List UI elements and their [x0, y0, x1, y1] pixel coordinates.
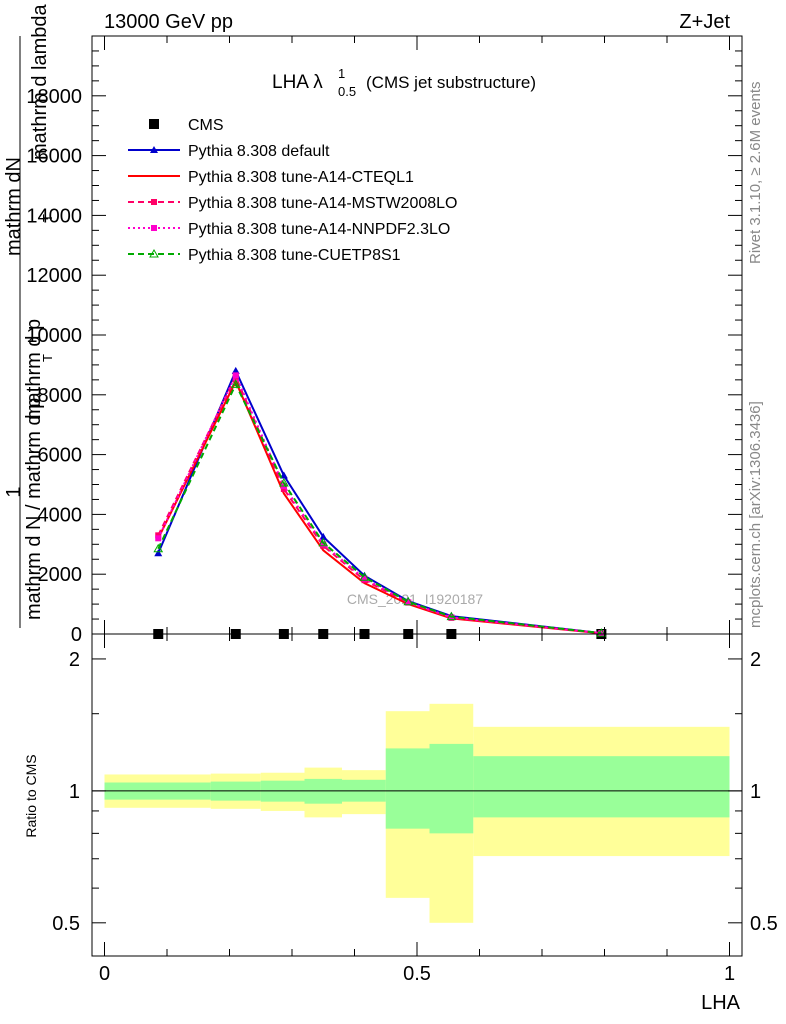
legend-entry-1: Pythia 8.308 default — [128, 143, 330, 160]
ratio-y-tick-label-right-1: 1 — [750, 781, 761, 803]
upper-y-tick-label-2: 4000 — [38, 504, 83, 526]
ylabel-subscript-t2: T — [40, 214, 55, 222]
upper-y-tick-label-1: 2000 — [38, 564, 83, 586]
plot-title-sub: 0.5 — [338, 84, 356, 99]
ratio-y-axis-label: Ratio to CMS — [23, 754, 39, 837]
series-5-point-1 — [230, 379, 241, 388]
legend-label-4: Pythia 8.308 tune-A14-NNPDF2.3LO — [188, 221, 450, 238]
upper-y-tick-label-4: 8000 — [38, 385, 83, 407]
legend-marker-1 — [150, 146, 158, 153]
ylabel-numerator-1: 1 — [3, 486, 25, 497]
ratio-inner-band-7 — [473, 756, 730, 818]
legend-marker-5 — [149, 248, 159, 258]
series-2-line — [157, 378, 602, 635]
upper-y-tick-label-5: 10000 — [26, 325, 82, 347]
series-4-point-3 — [320, 541, 327, 548]
series-4-point-5 — [405, 599, 412, 606]
legend: CMS Pythia 8.308 default Pythia 8.308 tune… — [128, 117, 457, 264]
side-text-bottom: mcplots.cern.ch [arXiv:1306.3436] — [747, 401, 764, 628]
ylabel-subscript-t1: T — [40, 354, 55, 362]
legend-entry-2: Pythia 8.308 tune-A14-CTEQL1 — [128, 169, 414, 186]
series-5-point-4 — [359, 572, 370, 581]
legend-entry-4: Pythia 8.308 tune-A14-NNPDF2.3LO — [128, 221, 450, 238]
ylabel-denominator-1: mathrm d N / mathrm d p — [23, 398, 45, 620]
series-5-point-6 — [446, 611, 457, 621]
series-5-line — [157, 382, 602, 635]
upper-plot-axes: 0 2000 4000 6000 8000 10000 12000 14000 16000 180… — [26, 35, 743, 646]
plot-title: LHA λ 1 0.5 (CMS jet substructure) — [272, 66, 536, 99]
series-4-line — [157, 372, 602, 635]
upper-y-tick-label-9: 18000 — [26, 86, 82, 108]
x-tick-label-0: 0 — [99, 963, 110, 985]
ylabel-denominator-3: mathrm d lambda — [29, 4, 51, 160]
upper-y-tick-label-8: 16000 — [26, 146, 82, 168]
series-1-point-1 — [231, 366, 240, 374]
series-4-point-0 — [155, 535, 162, 542]
x-axis-label: LHA — [701, 992, 741, 1014]
ratio-plot-bands — [92, 703, 742, 923]
ratio-inner-band-5 — [385, 748, 430, 829]
x-tick-label-2: 1 — [724, 963, 735, 985]
legend-label-0: CMS — [188, 117, 224, 134]
legend-entry-3: Pythia 8.308 tune-A14-MSTW2008LO — [128, 195, 457, 212]
upper-y-tick-label-0: 0 — [71, 624, 82, 646]
upper-y-tick-label-3: 6000 — [38, 445, 83, 467]
ratio-plot-axes: 0.5 0.5 1 1 2 2 0 0.5 1 — [52, 633, 778, 985]
series-4-point-7 — [598, 630, 605, 637]
header-left: 13000 GeV pp — [104, 11, 233, 33]
legend-entry-5: Pythia 8.308 tune-CUETP8S1 — [128, 247, 401, 264]
legend-entry-0: CMS — [149, 117, 224, 134]
plot-title-sup: 1 — [338, 66, 345, 81]
legend-label-2: Pythia 8.308 tune-A14-CTEQL1 — [188, 169, 414, 186]
x-tick-label-1: 0.5 — [403, 963, 431, 985]
ylabel-denominator-2: mathrm d p — [23, 319, 45, 420]
watermark: CMS_2021_I1920187 — [347, 591, 483, 607]
series-5-point-5 — [403, 596, 414, 606]
series-4-point-4 — [361, 575, 368, 582]
ratio-inner-band-6 — [429, 743, 474, 834]
ratio-y-tick-label-right-0: 0.5 — [750, 913, 778, 935]
series-2 — [157, 378, 602, 635]
ratio-y-tick-label-right-2: 2 — [750, 649, 761, 671]
series-5-point-7 — [596, 628, 607, 637]
ylabel-numerator-2: mathrm dN — [3, 157, 25, 256]
legend-label-5: Pythia 8.308 tune-CUETP8S1 — [188, 247, 401, 264]
upper-y-tick-label-7: 14000 — [26, 205, 82, 227]
series-5 — [153, 379, 607, 637]
series-5-point-0 — [153, 543, 164, 553]
legend-marker-4 — [151, 225, 157, 231]
ratio-y-tick-label-left-2: 2 — [69, 649, 80, 671]
series-4-point-1 — [232, 372, 239, 379]
legend-label-1: Pythia 8.308 default — [188, 143, 330, 160]
series-5-point-3 — [318, 537, 329, 547]
series-3-line — [157, 374, 602, 635]
side-text-top: Rivet 3.1.10, ≥ 2.6M events — [747, 82, 764, 265]
legend-marker-3 — [151, 199, 157, 205]
series-5-point-2 — [279, 477, 289, 487]
plot-title-paren: (CMS jet substructure) — [366, 73, 536, 92]
legend-label-3: Pythia 8.308 tune-A14-MSTW2008LO — [188, 195, 457, 212]
plot-title-main: LHA λ — [272, 72, 323, 93]
ratio-y-tick-label-left-0: 0.5 — [52, 913, 80, 935]
ratio-y-tick-label-left-1: 1 — [69, 781, 80, 803]
upper-y-tick-label-6: 12000 — [26, 265, 82, 287]
series-1-point-3 — [319, 532, 328, 540]
upper-y-axis-label: 1 mathrm d N / mathrm d p mathrm dN math… — [3, 4, 55, 628]
legend-marker-0 — [149, 119, 159, 129]
header-right: Z+Jet — [679, 11, 730, 33]
series-1-point-0 — [154, 549, 163, 557]
